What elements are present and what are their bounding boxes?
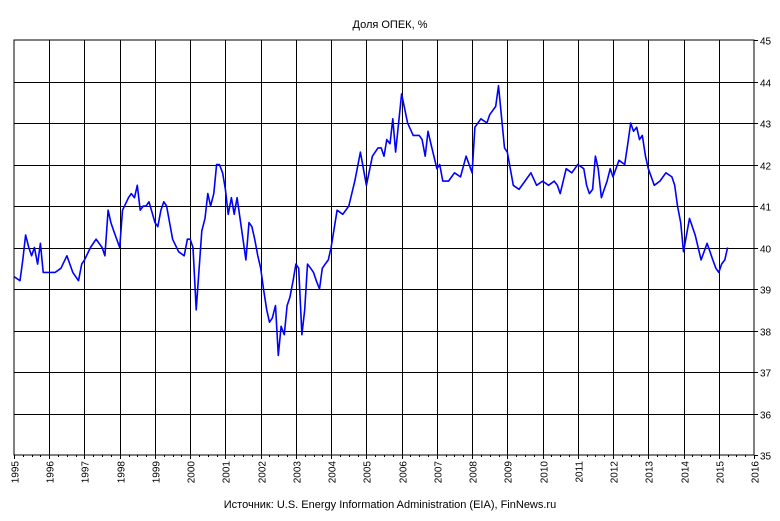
x-tick-label: 1999 (152, 461, 163, 484)
x-tick-label: 1998 (117, 461, 128, 484)
x-tick-label: 2007 (434, 461, 445, 484)
chart-title: Доля ОПЕК, % (353, 19, 428, 31)
y-tick-label: 35 (760, 452, 772, 463)
x-tick-label: 1995 (11, 461, 22, 484)
x-tick-label: 2014 (681, 461, 692, 484)
series-line (13, 84, 729, 357)
chart-source: Источник: U.S. Energy Information Admini… (224, 499, 556, 511)
plot-area (13, 39, 755, 456)
axis-ticks: 1995 1996 1997 1998 1999 2000 2001 2002 2003 2004… (11, 37, 772, 484)
x-tick-label: 1997 (81, 461, 92, 484)
x-tick-label: 2009 (504, 461, 515, 484)
x-tick-label: 2005 (363, 461, 374, 484)
y-tick-label: 45 (760, 37, 772, 48)
y-tick-label: 36 (760, 411, 772, 422)
y-tick-label: 41 (760, 203, 772, 214)
y-tick-label: 43 (760, 120, 772, 131)
y-tick-label: 38 (760, 328, 772, 339)
x-tick-label: 2016 (751, 461, 762, 484)
y-tick-label: 37 (760, 369, 772, 380)
series-group (13, 84, 729, 357)
x-tick-label: 2000 (187, 461, 198, 484)
x-tick-label: 2002 (258, 461, 269, 484)
y-tick-label: 39 (760, 286, 772, 297)
y-tick-label: 40 (760, 245, 772, 256)
x-tick-label: 2011 (575, 461, 586, 483)
x-tick-label: 2001 (222, 461, 233, 484)
x-tick-label: 2004 (328, 461, 339, 484)
x-tick-label: 2006 (399, 461, 410, 484)
x-tick-label: 2013 (645, 461, 656, 484)
y-tick-label: 44 (760, 79, 772, 90)
x-tick-label: 2015 (716, 461, 727, 484)
plot-grid (14, 40, 754, 455)
x-tick-label: 2008 (469, 461, 480, 484)
y-tick-label: 42 (760, 162, 772, 173)
x-tick-label: 2012 (610, 461, 621, 484)
x-tick-label: 1996 (46, 461, 57, 484)
x-tick-label: 2003 (293, 461, 304, 484)
x-tick-label: 2010 (540, 461, 551, 484)
